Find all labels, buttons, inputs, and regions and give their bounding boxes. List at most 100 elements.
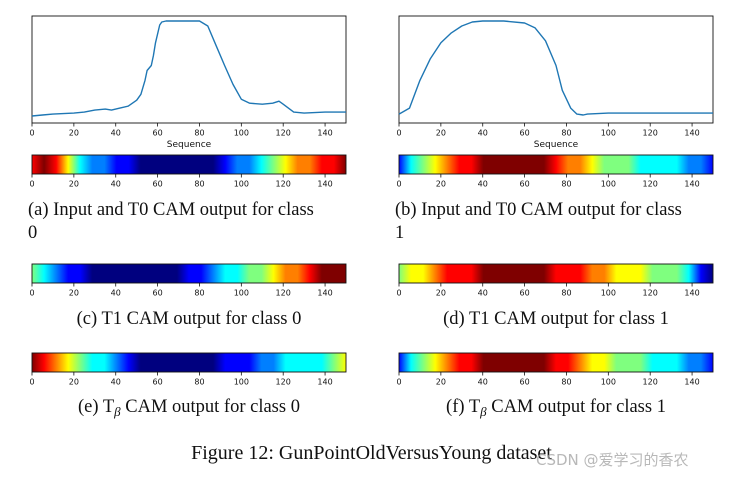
plot-b-cam-tick-label: 20 (436, 180, 446, 189)
plot-b-cam-tick-label: 40 (478, 180, 488, 189)
series-line (31, 20, 346, 117)
plot-b-cam-strip (398, 154, 714, 175)
cam-c-cam-tick-label: 140 (317, 289, 332, 298)
cam-d-cam-tick-label: 40 (478, 289, 488, 298)
plot-frame (398, 15, 714, 124)
caption-f-suffix: CAM output for class 1 (486, 397, 666, 417)
cam-c-cam-strip (31, 263, 347, 284)
cam-e-cam-tick-label: 0 (29, 378, 34, 387)
plot-a-tick-label: 120 (276, 129, 291, 138)
cam-d-cam-tick-label: 60 (520, 289, 530, 298)
cam-c-cam-tick-label: 60 (153, 289, 163, 298)
cam-c-cam-tick-label: 120 (276, 289, 291, 298)
plot-a-tick-label: 0 (29, 129, 34, 138)
cam-c-cam-tick-label: 0 (29, 289, 34, 298)
plot-a-tick-label: 80 (194, 129, 204, 138)
caption-a: (a) Input and T0 CAM output for class 0 (28, 199, 314, 245)
cam-e-cam-strip (31, 352, 347, 373)
figure-caption: Figure 12: GunPointOldVersusYoung datase… (191, 442, 552, 464)
cam-d-cam-strip (398, 263, 714, 284)
cam-e-cam-tick-label: 20 (69, 378, 79, 387)
plot-b-tick-label: 100 (601, 129, 616, 138)
caption-a-line2: 0 (28, 223, 38, 243)
cam-f-cam-tick-label: 100 (601, 378, 616, 387)
plot-b-cam-tick-label: 0 (396, 180, 401, 189)
plot-a-cam-tick-label: 60 (153, 180, 163, 189)
cam-e-cam-tick-label: 80 (194, 378, 204, 387)
plot-b-cam-tick-label: 60 (520, 180, 530, 189)
plot-b-cam-tick-label: 140 (684, 180, 699, 189)
plot-a-tick-label: 60 (153, 129, 163, 138)
x-axis-label: Sequence (534, 140, 579, 150)
cam-e-cam-tick-label: 140 (317, 378, 332, 387)
cam-e-cam-tick-label: 60 (153, 378, 163, 387)
cam-d-cam-tick-label: 0 (396, 289, 401, 298)
plot-a-cam-tick-label: 120 (276, 180, 291, 189)
plot-a-cam-tick-label: 80 (194, 180, 204, 189)
x-axis-label: Sequence (167, 140, 212, 150)
plot-a-cam-tick-label: 40 (111, 180, 121, 189)
plot-b-tick-label: 0 (396, 129, 401, 138)
caption-e-suffix: CAM output for class 0 (120, 397, 300, 417)
plot-a-tick-label: 20 (69, 129, 79, 138)
caption-b-line1: (b) Input and T0 CAM output for class (395, 200, 682, 220)
plot-a-tick-label: 140 (317, 129, 332, 138)
caption-f-prefix: (f) T (446, 397, 481, 417)
cam-c-cam-tick-label: 40 (111, 289, 121, 298)
caption-e: (e) Tβ CAM output for class 0 (32, 396, 346, 423)
plot-a-cam-tick-label: 0 (29, 180, 34, 189)
cam-f-cam-strip (398, 352, 714, 373)
plot-b-tick-label: 80 (561, 129, 571, 138)
cam-d-cam-tick-label: 140 (684, 289, 699, 298)
plot-b-tick-label: 120 (643, 129, 658, 138)
caption-b: (b) Input and T0 CAM output for class 1 (395, 199, 682, 245)
cam-e-cam-tick-label: 120 (276, 378, 291, 387)
cam-f-cam-tick-label: 60 (520, 378, 530, 387)
cam-c-cam-tick-label: 80 (194, 289, 204, 298)
plot-a-cam-tick-label: 20 (69, 180, 79, 189)
cam-c-cam-tick-label: 20 (69, 289, 79, 298)
plot-b-cam-tick-label: 120 (643, 180, 658, 189)
cam-f-cam-tick-label: 0 (396, 378, 401, 387)
caption-a-line1: (a) Input and T0 CAM output for class (28, 200, 314, 220)
cam-c-cam-tick-label: 100 (234, 289, 249, 298)
series-line (398, 20, 713, 116)
cam-f-cam-tick-label: 20 (436, 378, 446, 387)
watermark: CSDN @爱学习的香农 (536, 451, 689, 469)
plot-a-tick-label: 100 (234, 129, 249, 138)
plot-frame (31, 15, 347, 124)
caption-f-sub: β (480, 404, 487, 419)
plot-b-tick-label: 140 (684, 129, 699, 138)
plot-b-tick-label: 40 (478, 129, 488, 138)
caption-e-sub: β (114, 404, 121, 419)
plot-b-cam-tick-label: 100 (601, 180, 616, 189)
cam-d-cam-tick-label: 20 (436, 289, 446, 298)
cam-d-cam-tick-label: 80 (561, 289, 571, 298)
plot-a-cam-strip (31, 154, 347, 175)
cam-e-cam-tick-label: 40 (111, 378, 121, 387)
plot-b-cam-tick-label: 80 (561, 180, 571, 189)
caption-d: (d) T1 CAM output for class 1 (443, 309, 669, 329)
cam-f-cam-tick-label: 40 (478, 378, 488, 387)
caption-b-line2: 1 (395, 223, 405, 243)
cam-d-cam-tick-label: 120 (643, 289, 658, 298)
plot-a-cam-tick-label: 140 (317, 180, 332, 189)
plot-a-cam-tick-label: 100 (234, 180, 249, 189)
cam-d-cam-tick-label: 100 (601, 289, 616, 298)
cam-e-cam-tick-label: 100 (234, 378, 249, 387)
plot-b-tick-label: 20 (436, 129, 446, 138)
cam-f-cam-tick-label: 140 (684, 378, 699, 387)
caption-c: (c) T1 CAM output for class 0 (76, 309, 302, 329)
caption-e-prefix: (e) T (78, 397, 115, 417)
plot-b-tick-label: 60 (520, 129, 530, 138)
caption-f: (f) Tβ CAM output for class 1 (399, 396, 713, 423)
plot-a-tick-label: 40 (111, 129, 121, 138)
cam-f-cam-tick-label: 120 (643, 378, 658, 387)
cam-f-cam-tick-label: 80 (561, 378, 571, 387)
